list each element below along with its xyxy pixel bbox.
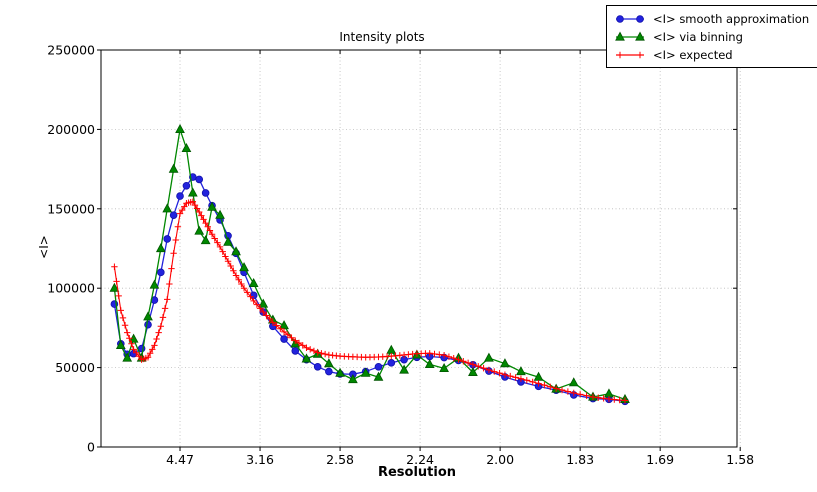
y-tick-label: 250000	[47, 43, 95, 58]
tick-marks	[97, 49, 741, 451]
legend-item: <I> expected	[614, 46, 809, 63]
y-tick-label: 150000	[47, 201, 95, 216]
y-axis-label: <I>	[37, 235, 51, 259]
y-tick-label: 0	[87, 440, 95, 455]
x-axis-label: Resolution	[377, 465, 457, 480]
plot-frame	[100, 49, 738, 448]
x-tick-label: 2.24	[406, 452, 434, 467]
y-tick-label: 100000	[47, 281, 95, 296]
x-tick-label: 1.58	[726, 452, 754, 467]
plus-marker-sample	[616, 51, 644, 58]
x-tick-label: 4.47	[166, 452, 194, 467]
legend: <I> smooth approximation <I> via binning <…	[606, 5, 817, 68]
series-expected	[111, 198, 629, 404]
gridlines	[101, 49, 741, 447]
legend-label: <I> smooth approximation	[653, 11, 810, 26]
y-tick-label: 50000	[55, 360, 95, 375]
x-tick-label: 2.00	[486, 452, 514, 467]
circle-marker-sample	[616, 14, 644, 23]
chart-title: Intensity plots	[339, 30, 425, 44]
legend-item: <I> via binning	[614, 28, 809, 45]
legend-item: <I> smooth approximation	[614, 10, 809, 27]
series-smooth-approximation	[110, 173, 629, 406]
legend-label: <I> expected	[653, 47, 733, 62]
series-via-binning	[109, 123, 630, 403]
y-tick-label: 200000	[47, 122, 95, 137]
x-tick-label: 3.16	[246, 452, 274, 467]
x-tick-label: 1.69	[646, 452, 674, 467]
triangle-marker-sample	[615, 31, 645, 41]
legend-label: <I> via binning	[653, 29, 743, 44]
x-tick-label: 2.58	[326, 452, 354, 467]
x-tick-label: 1.83	[566, 452, 594, 467]
